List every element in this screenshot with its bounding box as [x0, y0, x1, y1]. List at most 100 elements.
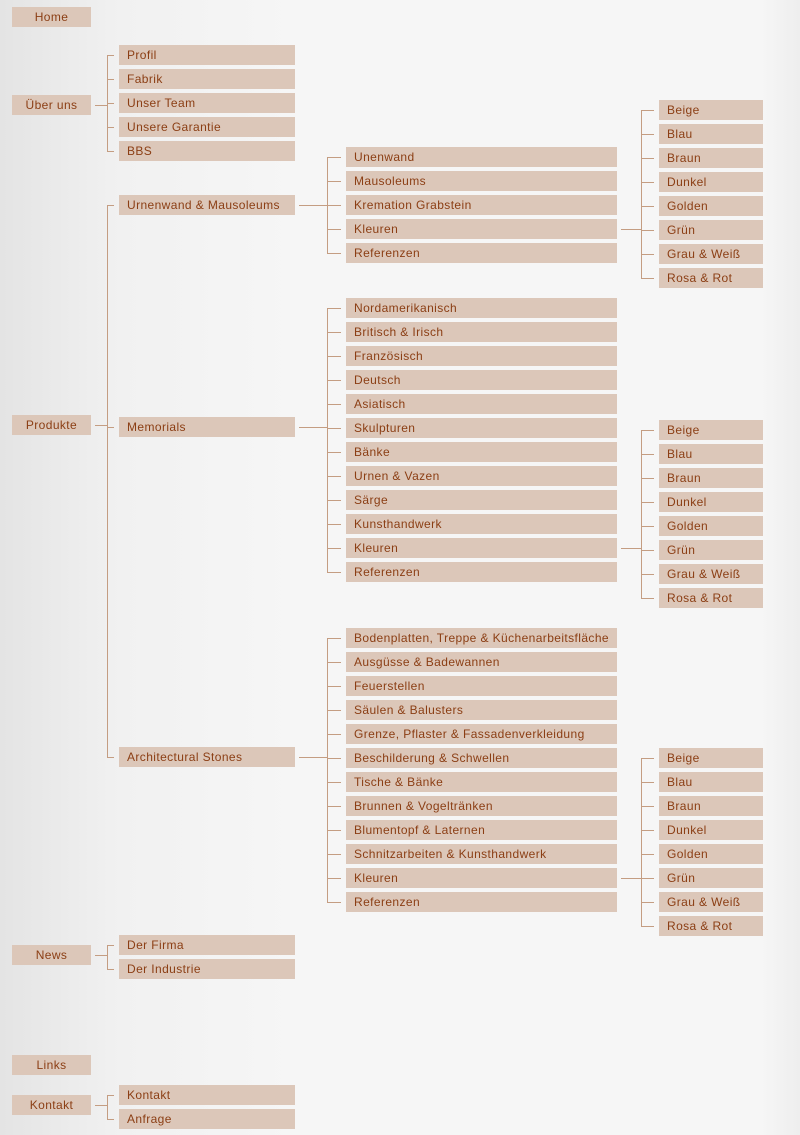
nav-link-fabrik[interactable]: Fabrik [119, 69, 295, 89]
nav-link-golden[interactable]: Golden [659, 844, 763, 864]
nav-link-referenzen[interactable]: Referenzen [346, 892, 617, 912]
connector-line [641, 182, 654, 183]
nav-link-sa-ulen-balusters[interactable]: Säulen & Balusters [346, 700, 617, 720]
connector-line [327, 452, 341, 453]
nav-link-beschilderung-schwellen[interactable]: Beschilderung & Schwellen [346, 748, 617, 768]
connector-line [641, 502, 654, 503]
connector-line [95, 1105, 107, 1106]
nav-link-grau-wei[interactable]: Grau & Weiß [659, 564, 763, 584]
connector-line [95, 425, 107, 426]
nav-link-news[interactable]: News [12, 945, 91, 965]
nav-link-sa-rge[interactable]: Särge [346, 490, 617, 510]
nav-link-home[interactable]: Home [12, 7, 91, 27]
nav-link-der-firma[interactable]: Der Firma [119, 935, 295, 955]
connector-line [641, 254, 654, 255]
nav-link-unsere-garantie[interactable]: Unsere Garantie [119, 117, 295, 137]
nav-link-ausgu-sse-badewannen[interactable]: Ausgüsse & Badewannen [346, 652, 617, 672]
connector-line [327, 782, 341, 783]
nav-link-referenzen[interactable]: Referenzen [346, 562, 617, 582]
connector-line [299, 427, 327, 428]
nav-link-bodenplatten-treppe-ku-chenarbeitsfla-che[interactable]: Bodenplatten, Treppe & Küchenarbeitsfläc… [346, 628, 617, 648]
connector-line [327, 380, 341, 381]
connector-line [327, 830, 341, 831]
nav-link-kleuren[interactable]: Kleuren [346, 219, 617, 239]
nav-link-grau-wei[interactable]: Grau & Weiß [659, 244, 763, 264]
nav-link-grenze-pflaster-fassadenverkleidung[interactable]: Grenze, Pflaster & Fassadenverkleidung [346, 724, 617, 744]
nav-link-rosa-rot[interactable]: Rosa & Rot [659, 268, 763, 288]
nav-link-referenzen[interactable]: Referenzen [346, 243, 617, 263]
nav-link-beige[interactable]: Beige [659, 420, 763, 440]
nav-link-bbs[interactable]: BBS [119, 141, 295, 161]
connector-line [107, 1119, 114, 1120]
connector-line [327, 572, 341, 573]
nav-link-urnenwand-mausoleums[interactable]: Urnenwand & Mausoleums [119, 195, 295, 215]
connector-line [95, 955, 107, 956]
nav-link-braun[interactable]: Braun [659, 796, 763, 816]
nav-link-gru-n[interactable]: Grün [659, 540, 763, 560]
nav-link-rosa-rot[interactable]: Rosa & Rot [659, 916, 763, 936]
nav-link-blau[interactable]: Blau [659, 444, 763, 464]
nav-link-beige[interactable]: Beige [659, 748, 763, 768]
connector-line [641, 110, 654, 111]
nav-link-profil[interactable]: Profil [119, 45, 295, 65]
nav-link-dunkel[interactable]: Dunkel [659, 820, 763, 840]
nav-link-architectural-stones[interactable]: Architectural Stones [119, 747, 295, 767]
nav-link-blau[interactable]: Blau [659, 772, 763, 792]
connector-line [327, 878, 341, 879]
nav-link-kleuren[interactable]: Kleuren [346, 538, 617, 558]
nav-link-memorials[interactable]: Memorials [119, 417, 295, 437]
nav-link-dunkel[interactable]: Dunkel [659, 492, 763, 512]
connector-line [107, 79, 114, 80]
nav-link-kontakt[interactable]: Kontakt [12, 1095, 91, 1115]
connector-line [621, 229, 641, 230]
nav-link-franzo-sisch[interactable]: Französisch [346, 346, 617, 366]
nav-link-braun[interactable]: Braun [659, 468, 763, 488]
nav-link-feuerstellen[interactable]: Feuerstellen [346, 676, 617, 696]
nav-link-blumentopf-laternen[interactable]: Blumentopf & Laternen [346, 820, 617, 840]
connector-line [327, 638, 328, 903]
nav-link-kremation-grabstein[interactable]: Kremation Grabstein [346, 195, 617, 215]
connector-line [107, 151, 114, 152]
connector-line [327, 428, 341, 429]
nav-link-gru-n[interactable]: Grün [659, 868, 763, 888]
nav-link-der-industrie[interactable]: Der Industrie [119, 959, 295, 979]
nav-link-dunkel[interactable]: Dunkel [659, 172, 763, 192]
connector-line [641, 854, 654, 855]
nav-link-nordamerikanisch[interactable]: Nordamerikanisch [346, 298, 617, 318]
connector-line [641, 526, 654, 527]
nav-link-links[interactable]: Links [12, 1055, 91, 1075]
nav-link-unser-team[interactable]: Unser Team [119, 93, 295, 113]
connector-line [327, 157, 341, 158]
nav-link-anfrage[interactable]: Anfrage [119, 1109, 295, 1129]
nav-link-u-ber-uns[interactable]: Über uns [12, 95, 91, 115]
nav-link-skulpturen[interactable]: Skulpturen [346, 418, 617, 438]
nav-link-rosa-rot[interactable]: Rosa & Rot [659, 588, 763, 608]
nav-link-ba-nke[interactable]: Bänke [346, 442, 617, 462]
nav-link-britisch-irisch[interactable]: Britisch & Irisch [346, 322, 617, 342]
nav-link-beige[interactable]: Beige [659, 100, 763, 120]
nav-link-brunnen-vogeltra-nken[interactable]: Brunnen & Vogeltränken [346, 796, 617, 816]
connector-line [107, 757, 114, 758]
connector-line [107, 205, 114, 206]
nav-link-unenwand[interactable]: Unenwand [346, 147, 617, 167]
nav-link-golden[interactable]: Golden [659, 196, 763, 216]
nav-link-schnitzarbeiten-kunsthandwerk[interactable]: Schnitzarbeiten & Kunsthandwerk [346, 844, 617, 864]
connector-line [327, 710, 341, 711]
nav-link-kleuren[interactable]: Kleuren [346, 868, 617, 888]
nav-link-grau-wei[interactable]: Grau & Weiß [659, 892, 763, 912]
nav-link-golden[interactable]: Golden [659, 516, 763, 536]
nav-link-kunsthandwerk[interactable]: Kunsthandwerk [346, 514, 617, 534]
nav-link-gru-n[interactable]: Grün [659, 220, 763, 240]
nav-link-braun[interactable]: Braun [659, 148, 763, 168]
connector-line [327, 229, 341, 230]
nav-link-urnen-vazen[interactable]: Urnen & Vazen [346, 466, 617, 486]
nav-link-tische-ba-nke[interactable]: Tische & Bänke [346, 772, 617, 792]
connector-line [641, 206, 654, 207]
nav-link-produkte[interactable]: Produkte [12, 415, 91, 435]
nav-link-deutsch[interactable]: Deutsch [346, 370, 617, 390]
nav-link-kontakt[interactable]: Kontakt [119, 1085, 295, 1105]
connector-line [641, 278, 654, 279]
nav-link-mausoleums[interactable]: Mausoleums [346, 171, 617, 191]
nav-link-blau[interactable]: Blau [659, 124, 763, 144]
nav-link-asiatisch[interactable]: Asiatisch [346, 394, 617, 414]
